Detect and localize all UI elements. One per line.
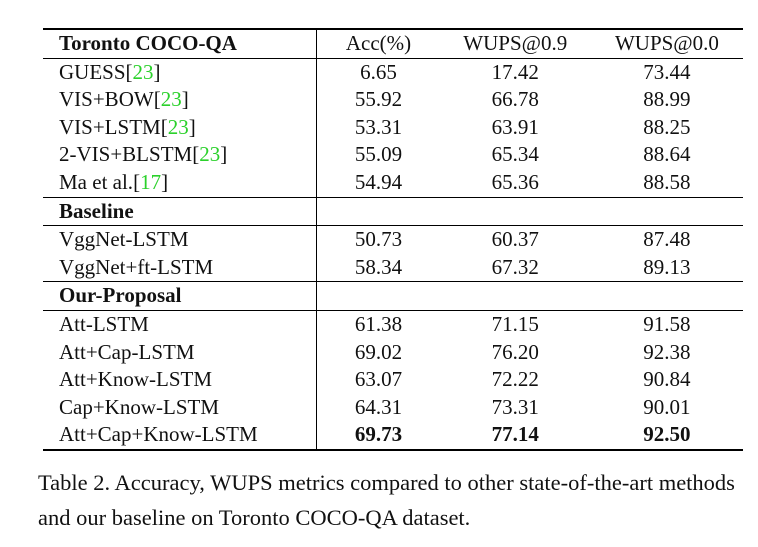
method-cell: 2-VIS+BLSTM[23] xyxy=(43,141,318,169)
method-cell: Ma et al.[17] xyxy=(43,168,318,198)
wups00-cell: 88.99 xyxy=(643,87,691,112)
acc-cell: 64.31 xyxy=(354,394,403,419)
wups09-cell: 65.36 xyxy=(439,168,591,198)
baseline-section-title: Baseline xyxy=(43,197,318,227)
table-row: VggNet+ft-LSTM 58.34 67.32 89.13 xyxy=(43,253,743,283)
acc-cell: 55.92 xyxy=(354,87,403,112)
table-row: Att+Cap+Know-LSTM 69.73 77.14 92.50 xyxy=(43,421,743,451)
table-row: VggNet-LSTM 50.73 60.37 87.48 xyxy=(43,225,743,254)
method-cell: Att+Know-LSTM xyxy=(43,366,318,394)
dataset-header: Toronto COCO-QA xyxy=(43,27,318,59)
method-cell: GUESS[23] xyxy=(43,58,318,87)
method-cell: VggNet-LSTM xyxy=(43,225,318,254)
wups00-cell: 90.84 xyxy=(643,367,691,392)
table-caption: Table 2. Accuracy, WUPS metrics compared… xyxy=(38,470,735,530)
table-row: Att+Cap-LSTM 69.02 76.20 92.38 xyxy=(43,338,743,367)
wups09-cell: 77.14 xyxy=(439,421,591,451)
wups09-cell: 65.34 xyxy=(491,142,539,167)
wups09-cell: 72.22 xyxy=(491,367,539,392)
method-cell: VggNet+ft-LSTM xyxy=(43,253,318,283)
acc-cell: 61.38 xyxy=(354,311,403,336)
method-cell: VIS+LSTM[23] xyxy=(43,113,318,142)
acc-cell: 6.65 xyxy=(360,59,397,84)
table-row: Att+Know-LSTM 63.07 72.22 90.84 xyxy=(43,366,743,394)
wups09-cell: 67.32 xyxy=(439,253,591,283)
acc-cell: 69.02 xyxy=(354,339,403,364)
wups09-cell: 60.37 xyxy=(491,227,539,252)
wups00-cell: 89.13 xyxy=(590,253,743,283)
acc-cell: 69.73 xyxy=(316,421,440,451)
wups00-cell: 88.58 xyxy=(590,168,743,198)
table-row: VIS+LSTM[23] 53.31 63.91 88.25 xyxy=(43,113,743,142)
citation-link[interactable]: 23 xyxy=(132,59,154,84)
wups09-cell: 66.78 xyxy=(491,87,539,112)
wups00-cell: 88.64 xyxy=(643,142,691,167)
citation-link[interactable]: 23 xyxy=(199,142,221,167)
table-header-row: Toronto COCO-QA Acc(%) WUPS@0.9 WUPS@0.0 xyxy=(43,27,743,59)
citation-link[interactable]: 17 xyxy=(140,169,162,194)
table-row: Ma et al.[17] 54.94 65.36 88.58 xyxy=(43,168,743,198)
wups00-cell: 87.48 xyxy=(643,227,691,252)
table-row: 2-VIS+BLSTM[23] 55.09 65.34 88.64 xyxy=(43,141,743,169)
wups09-cell: 63.91 xyxy=(491,114,539,139)
wups09-cell: 73.31 xyxy=(491,394,539,419)
wups00-cell: 88.25 xyxy=(643,114,691,139)
table-row: VIS+BOW[23] 55.92 66.78 88.99 xyxy=(43,86,743,114)
citation-link[interactable]: 23 xyxy=(160,87,182,112)
method-cell: Att-LSTM xyxy=(43,310,318,339)
acc-cell: 54.94 xyxy=(316,168,440,198)
wups09-header: WUPS@0.9 xyxy=(439,27,591,59)
wups00-cell: 92.38 xyxy=(643,339,691,364)
citation-link[interactable]: 23 xyxy=(167,114,189,139)
wups09-cell: 76.20 xyxy=(491,339,539,364)
table-row: Att-LSTM 61.38 71.15 91.58 xyxy=(43,310,743,339)
acc-cell: 58.34 xyxy=(316,253,440,283)
acc-cell: 63.07 xyxy=(354,367,403,392)
method-cell: Att+Cap+Know-LSTM xyxy=(43,421,318,451)
acc-cell: 50.73 xyxy=(354,227,403,252)
wups09-cell: 17.42 xyxy=(491,59,539,84)
proposal-section-title: Our-Proposal xyxy=(43,281,318,311)
wups09-cell: 71.15 xyxy=(491,311,539,336)
acc-cell: 55.09 xyxy=(354,142,403,167)
method-cell: Att+Cap-LSTM xyxy=(43,338,318,367)
section-header-row: Baseline xyxy=(43,197,743,227)
method-cell: VIS+BOW[23] xyxy=(43,86,318,114)
wups00-cell: 92.50 xyxy=(590,421,743,451)
acc-header: Acc(%) xyxy=(316,27,440,59)
wups00-cell: 90.01 xyxy=(643,394,691,419)
wups00-cell: 91.58 xyxy=(643,311,691,336)
table-row: GUESS[23] 6.65 17.42 73.44 xyxy=(43,58,743,87)
wups00-header: WUPS@0.0 xyxy=(590,27,743,59)
section-header-row: Our-Proposal xyxy=(43,281,743,311)
results-table: Toronto COCO-QA Acc(%) WUPS@0.9 WUPS@0.0… xyxy=(43,27,743,451)
method-cell: Cap+Know-LSTM xyxy=(43,393,318,422)
wups00-cell: 73.44 xyxy=(643,59,691,84)
acc-cell: 53.31 xyxy=(354,114,403,139)
table-row: Cap+Know-LSTM 64.31 73.31 90.01 xyxy=(43,393,743,422)
